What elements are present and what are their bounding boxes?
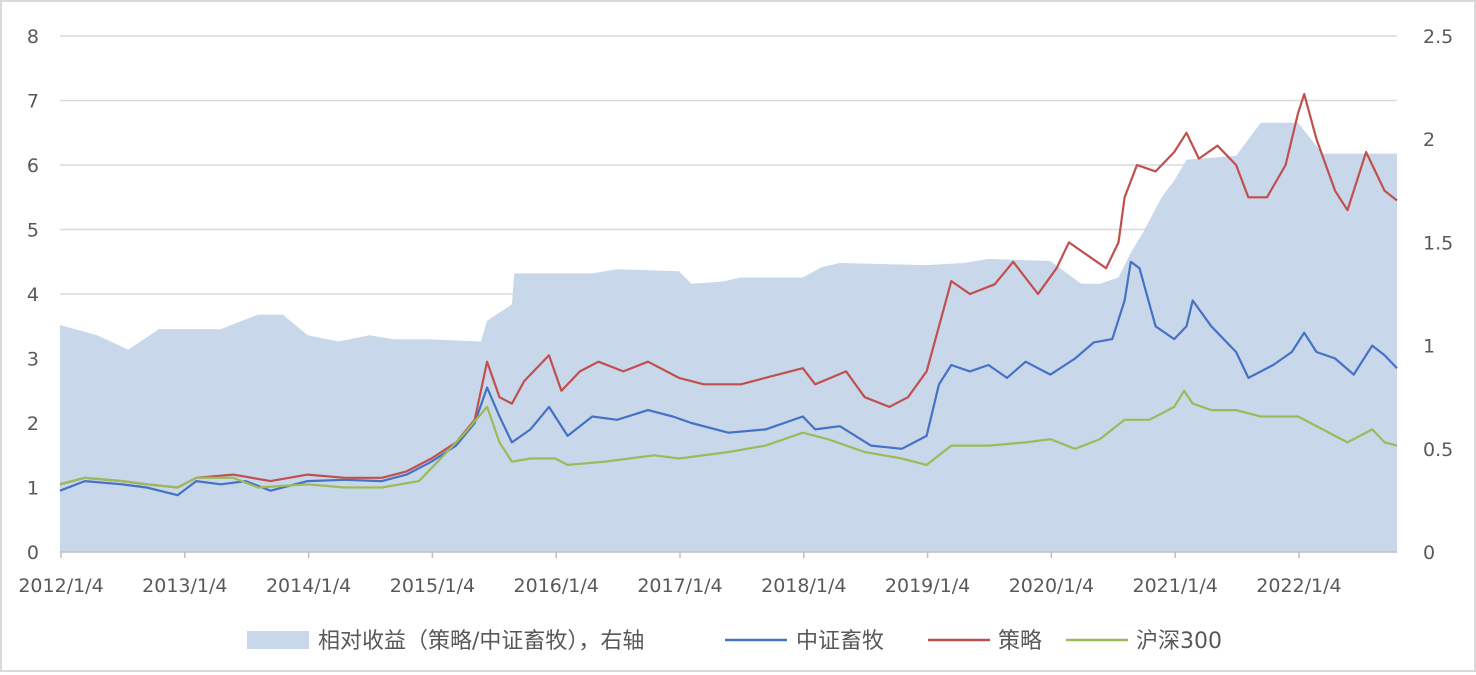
legend-swatch bbox=[247, 631, 309, 649]
series-line-1 bbox=[59, 260, 1398, 497]
y-left-tick-label: 5 bbox=[27, 220, 39, 242]
y-left-tick-label: 7 bbox=[27, 91, 39, 113]
y-left-tick-label: 8 bbox=[27, 26, 39, 48]
y-right-tick-label: 1.5 bbox=[1423, 232, 1453, 254]
y-right-tick-label: 2.5 bbox=[1423, 26, 1453, 48]
y-left-tick-label: 1 bbox=[27, 478, 39, 500]
x-tick-label: 2012/1/4 bbox=[18, 575, 103, 597]
series-line-3 bbox=[59, 389, 1398, 489]
y-right-tick-label: 2 bbox=[1423, 129, 1435, 151]
y-left-tick-label: 2 bbox=[27, 413, 39, 435]
legend-label: 中证畜牧 bbox=[796, 629, 884, 654]
y-left-tick-label: 4 bbox=[27, 284, 39, 306]
x-tick-label: 2022/1/4 bbox=[1256, 575, 1341, 597]
x-tick-label: 2014/1/4 bbox=[266, 575, 351, 597]
y-right-tick-label: 0.5 bbox=[1423, 439, 1453, 461]
x-tick-label: 2018/1/4 bbox=[761, 575, 846, 597]
legend: 相对收益（策略/中证畜牧），右轴 中证畜牧 策略 沪深300 bbox=[247, 629, 1222, 654]
legend-label: 沪深300 bbox=[1136, 629, 1222, 654]
x-tick-label: 2013/1/4 bbox=[142, 575, 227, 597]
y-right-tick-label: 1 bbox=[1423, 336, 1435, 358]
x-tick-label: 2019/1/4 bbox=[885, 575, 970, 597]
x-tick-label: 2016/1/4 bbox=[514, 575, 599, 597]
series-line-2 bbox=[59, 92, 1398, 489]
series-layer bbox=[59, 92, 1398, 552]
x-tick-label: 2021/1/4 bbox=[1133, 575, 1218, 597]
axes: 0 1 2 3 4 5 6 7 8 0 0.5 1 1.5 2 2.5 2012/1/4 2013/1/4 201… bbox=[18, 26, 1453, 597]
x-tick-label: 2020/1/4 bbox=[1009, 575, 1094, 597]
x-tick-label: 2015/1/4 bbox=[390, 575, 475, 597]
y-right-tick-label: 0 bbox=[1423, 542, 1435, 564]
x-tick-label: 2017/1/4 bbox=[637, 575, 722, 597]
legend-label: 相对收益（策略/中证畜牧），右轴 bbox=[318, 629, 644, 654]
y-left-tick-label: 3 bbox=[27, 349, 39, 371]
y-left-tick-label: 0 bbox=[27, 542, 39, 564]
legend-label: 策略 bbox=[998, 629, 1042, 654]
y-left-tick-label: 6 bbox=[27, 155, 39, 177]
